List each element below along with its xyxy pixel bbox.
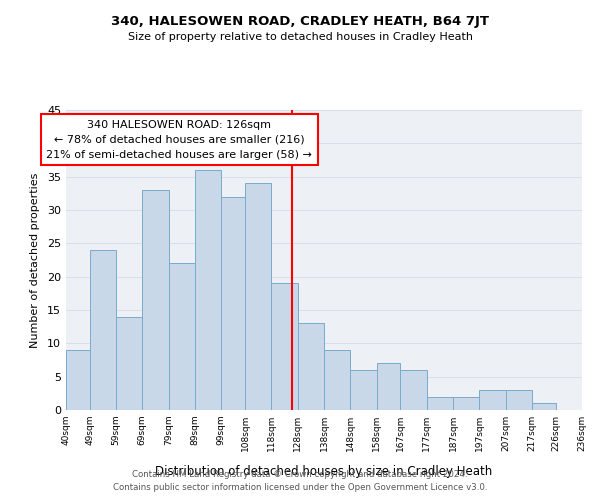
Bar <box>271 284 298 410</box>
Bar <box>195 170 221 410</box>
Text: 340 HALESOWEN ROAD: 126sqm
← 78% of detached houses are smaller (216)
21% of sem: 340 HALESOWEN ROAD: 126sqm ← 78% of deta… <box>46 120 312 160</box>
Bar <box>350 370 377 410</box>
Text: Size of property relative to detached houses in Cradley Heath: Size of property relative to detached ho… <box>128 32 473 42</box>
Bar <box>453 396 479 410</box>
Bar <box>506 390 532 410</box>
Text: Contains HM Land Registry data © Crown copyright and database right 2024.
Contai: Contains HM Land Registry data © Crown c… <box>113 470 487 492</box>
Y-axis label: Number of detached properties: Number of detached properties <box>30 172 40 348</box>
Bar <box>377 364 400 410</box>
Text: 340, HALESOWEN ROAD, CRADLEY HEATH, B64 7JT: 340, HALESOWEN ROAD, CRADLEY HEATH, B64 … <box>111 15 489 28</box>
Bar <box>479 390 506 410</box>
Bar <box>66 350 89 410</box>
Bar <box>532 404 556 410</box>
Bar <box>245 184 271 410</box>
Bar <box>116 316 142 410</box>
Bar <box>142 190 169 410</box>
Bar <box>400 370 427 410</box>
Bar <box>324 350 350 410</box>
Text: Distribution of detached houses by size in Cradley Heath: Distribution of detached houses by size … <box>155 464 493 477</box>
Bar <box>298 324 324 410</box>
Bar <box>221 196 245 410</box>
Bar <box>427 396 453 410</box>
Bar <box>169 264 195 410</box>
Bar <box>89 250 116 410</box>
